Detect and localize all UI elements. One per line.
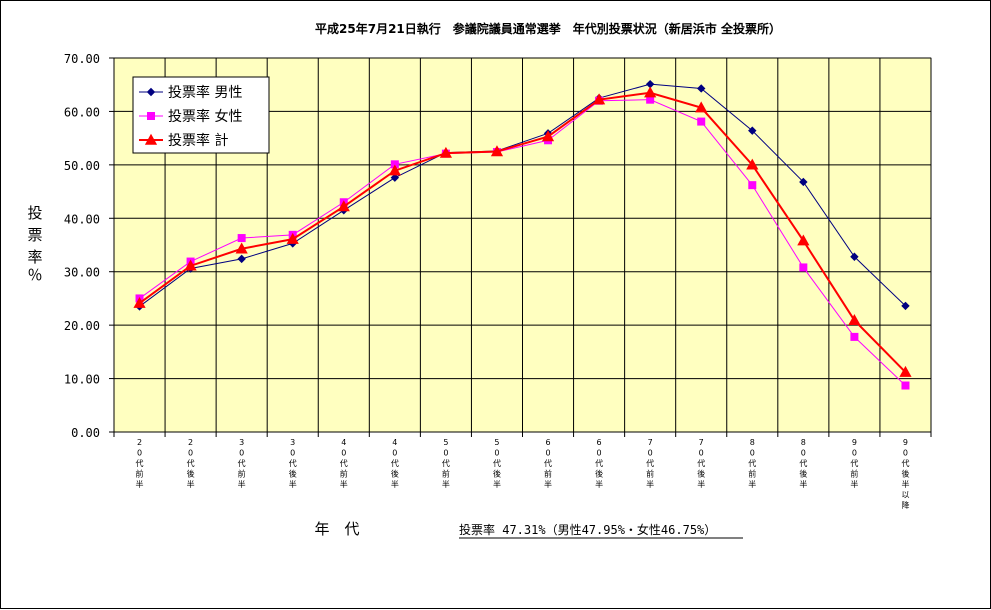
legend-swatch-marker: [147, 112, 155, 120]
x-tick-label: 3 0 代前半: [238, 438, 246, 489]
data-point: [337, 200, 350, 212]
data-point: [901, 381, 910, 390]
data-point: [697, 84, 706, 93]
y-tick-label: 40.00: [64, 212, 100, 226]
data-point: [799, 177, 808, 187]
y-tick-label: 60.00: [64, 105, 100, 119]
legend-swatch-marker: [144, 133, 158, 145]
data-point: [184, 259, 197, 271]
data-point: [901, 301, 910, 311]
x-tick-label: 6 0 代後半: [595, 438, 603, 489]
x-tick-label: 6 0 代前半: [544, 438, 552, 489]
x-tick-label: 9 0 代後半以降: [901, 438, 909, 510]
x-tick-label: 8 0 代前半: [748, 438, 756, 489]
data-point: [237, 254, 246, 264]
x-tick-label: 4 0 代前半: [340, 438, 348, 489]
data-point: [850, 252, 859, 261]
data-point: [133, 296, 146, 308]
data-point: [748, 126, 757, 135]
data-point: [797, 234, 810, 246]
y-tick-label: 70.00: [64, 52, 100, 66]
y-tick-label: 0.00: [71, 426, 100, 440]
x-tick-label: 7 0 代前半: [646, 438, 654, 489]
series-line: [138, 91, 907, 373]
x-tick-label: 5 0 代前半: [442, 438, 450, 489]
data-point: [541, 130, 555, 142]
data-point: [237, 234, 246, 243]
y-tick-label: 30.00: [64, 266, 100, 280]
x-tick-label: 7 0 代後半: [697, 438, 705, 489]
data-point: [235, 242, 248, 254]
y-axis-title: 投票率％: [27, 204, 42, 284]
data-point: [748, 181, 757, 190]
data-point: [746, 158, 759, 170]
data-point: [286, 232, 299, 244]
x-axis-title: 年 代: [314, 520, 359, 538]
data-point: [899, 365, 912, 377]
data-point: [799, 263, 808, 272]
data-point: [644, 86, 657, 98]
legend-swatch-marker: [146, 87, 156, 97]
x-tick-label: 5 0 代後半: [493, 438, 501, 489]
data-point: [439, 146, 453, 158]
x-tick-label: 2 0 代前半: [136, 438, 144, 489]
series-line: [139, 83, 906, 307]
y-tick-label: 10.00: [64, 373, 100, 387]
x-tick-label: 9 0 代前半: [850, 438, 858, 489]
x-tick-label: 4 0 代後半: [391, 438, 399, 489]
legend-label: 投票率 女性: [168, 108, 242, 125]
data-point: [592, 93, 606, 105]
data-point: [848, 314, 861, 326]
chart-title: 平成25年7月21日執行 参議院議員通常選挙 年代別投票状況（新居浜市 全投票所…: [315, 21, 781, 36]
x-tick-label: 8 0 代後半: [799, 438, 807, 489]
turnout-summary: 投票率 47.31%（男性47.95%・女性46.75%）: [459, 522, 716, 537]
legend-label: 投票率 男性: [168, 84, 242, 101]
x-tick-label: 3 0 代後半: [289, 438, 297, 489]
data-point: [697, 117, 706, 126]
legend-label: 投票率 計: [168, 132, 228, 149]
y-tick-label: 50.00: [64, 159, 100, 173]
data-point: [695, 101, 708, 113]
y-tick-label: 20.00: [64, 319, 100, 333]
plot-area: 0.00 10.00 20.00 30.00 40.00 50.00 60.00 70.00 2…: [64, 52, 932, 510]
data-point: [490, 145, 504, 157]
data-point: [388, 164, 401, 176]
data-point: [850, 332, 859, 341]
x-tick-label: 2 0 代後半: [187, 438, 195, 489]
data-point: [390, 173, 400, 182]
series-line: [139, 99, 906, 386]
